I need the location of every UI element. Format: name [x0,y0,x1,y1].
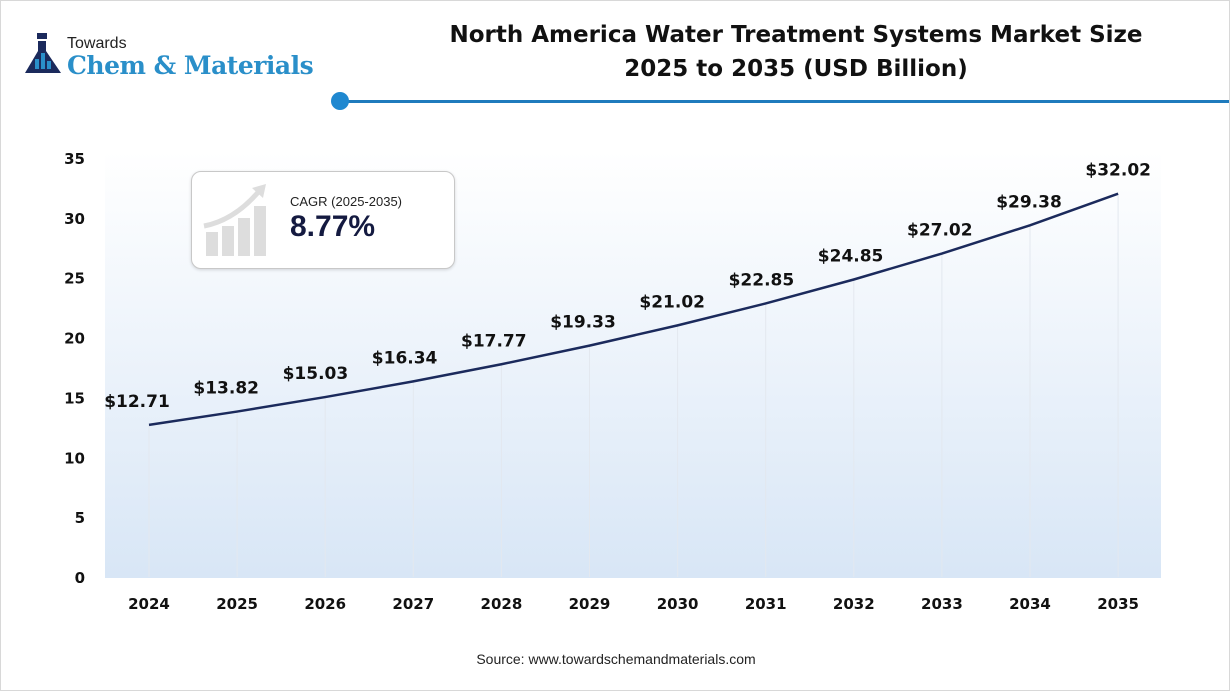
x-tick-label: 2030 [657,595,699,613]
growth-chart-icon [203,184,266,256]
title-rule-dot [331,92,349,110]
logo: Towards Chem & Materials [23,31,314,82]
data-label: $12.71 [104,392,170,412]
x-tick-label: 2027 [392,595,434,613]
cagr-value: 8.77% [290,210,376,243]
x-tick-label: 2029 [569,595,611,613]
title-rule [341,100,1229,103]
data-label: $15.03 [283,364,349,384]
x-tick-label: 2026 [304,595,346,613]
data-label: $19.33 [550,313,616,333]
data-label: $21.02 [639,292,705,312]
title-line-1: North America Water Treatment Systems Ma… [449,22,1143,48]
x-tick-label: 2033 [921,595,963,613]
data-label: $22.85 [729,270,795,290]
data-label: $27.02 [907,221,973,241]
data-label: $29.38 [996,192,1062,212]
cagr-box: CAGR (2025-2035) 8.77% [191,171,455,269]
series-line [148,192,1119,427]
data-label: $16.34 [372,348,438,368]
y-tick-label: 10 [64,449,85,467]
logo-text-towards: Towards [67,35,127,52]
x-tick-label: 2032 [833,595,875,613]
source-note: Source: www.towardschemandmaterials.com [476,651,756,667]
x-tick-label: 2028 [481,595,523,613]
y-tick-label: 20 [64,330,85,348]
flask-chart-icon [25,33,61,73]
y-tick-label: 30 [64,210,85,228]
title-line-2: 2025 to 2035 (USD Billion) [624,56,968,82]
data-label: $17.77 [461,331,527,351]
x-tick-label: 2035 [1097,595,1139,613]
logo-text-brand: Chem & Materials [67,51,314,80]
chart-title: North America Water Treatment Systems Ma… [401,18,1191,86]
cagr-label: CAGR (2025-2035) [290,194,402,209]
data-label: $24.85 [818,247,884,267]
y-tick-label: 25 [64,270,85,288]
data-label: $32.02 [1085,161,1151,181]
y-tick-label: 0 [75,569,85,587]
x-tick-label: 2024 [128,595,170,613]
y-tick-label: 15 [64,389,85,407]
x-tick-label: 2025 [216,595,258,613]
x-tick-label: 2034 [1009,595,1051,613]
y-tick-label: 5 [75,509,85,527]
data-label: $13.82 [193,379,259,399]
y-tick-label: 35 [64,150,85,168]
x-tick-label: 2031 [745,595,787,613]
